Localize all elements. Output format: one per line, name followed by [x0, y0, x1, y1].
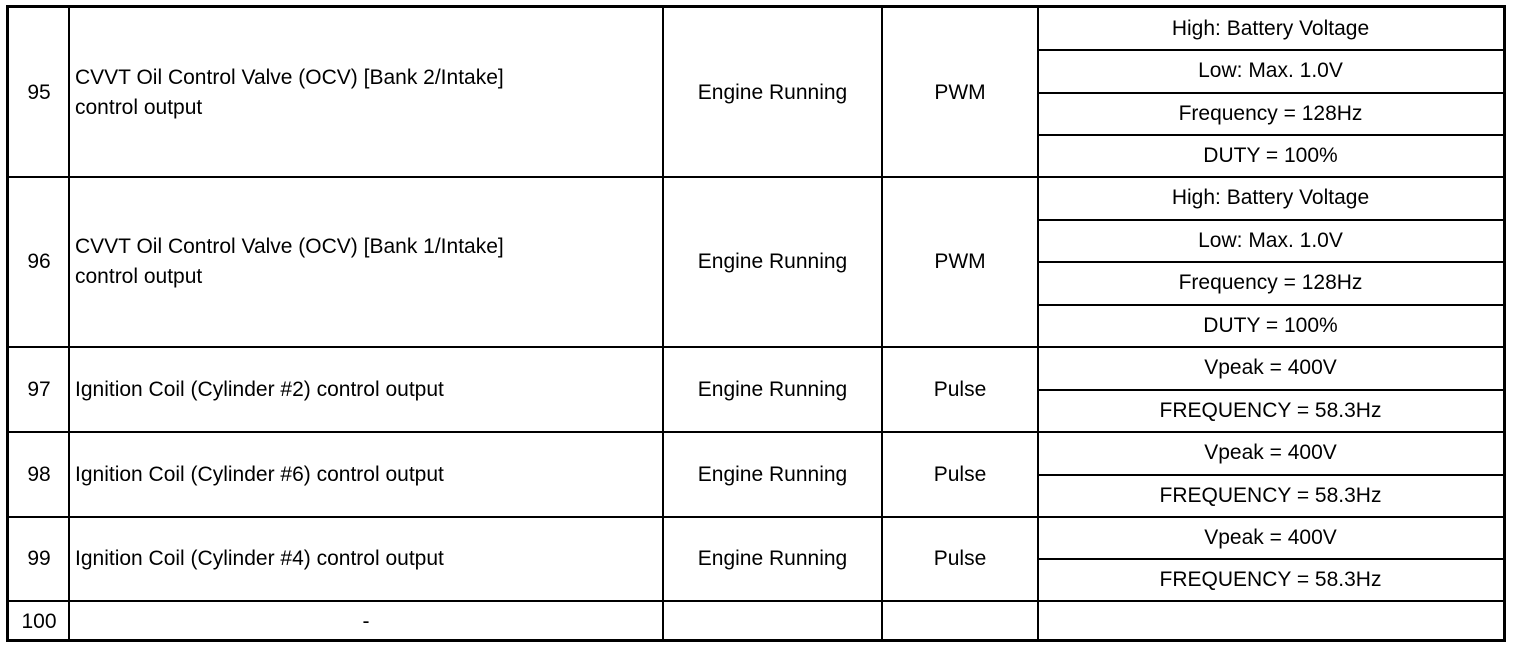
pin-number: 100: [21, 610, 57, 633]
signal-level: DUTY = 100%: [1203, 313, 1338, 337]
level-divider: [1038, 261, 1503, 263]
signal-level: [1038, 601, 1503, 643]
level-divider: [1038, 389, 1503, 391]
level-divider: [1038, 558, 1503, 560]
level-divider: [1038, 134, 1503, 136]
row-divider: [9, 176, 1503, 178]
pin-number: 95: [27, 80, 51, 104]
signal-level: Frequency = 128Hz: [1178, 271, 1363, 295]
pin-number: 97: [27, 377, 51, 401]
signal-type: Pulse: [933, 377, 987, 401]
pin-number: 98: [27, 462, 51, 486]
level-divider: [1038, 219, 1503, 221]
signal-level: Low: Max. 1.0V: [1198, 59, 1343, 83]
signal-description: Ignition Coil (Cylinder #6) control outp…: [75, 462, 444, 486]
signal-description: -: [362, 610, 370, 633]
signal-type: [882, 601, 1038, 643]
signal-type: Pulse: [933, 547, 987, 570]
row-divider: [9, 516, 1503, 518]
pin-number: 96: [27, 250, 51, 273]
column-divider: [1037, 8, 1039, 639]
signal-level: Vpeak = 400V: [1204, 441, 1337, 465]
row-divider: [9, 600, 1503, 602]
signal-level: High: Battery Voltage: [1171, 17, 1370, 41]
signal-type: Pulse: [933, 462, 987, 486]
signal-level: FREQUENCY = 58.3Hz: [1159, 483, 1382, 507]
pin-signal-table: 95 CVVT Oil Control Valve (OCV) [Bank 2/I…: [6, 5, 1506, 642]
signal-level: Low: Max. 1.0V: [1198, 228, 1343, 252]
signal-level: Frequency = 128Hz: [1178, 101, 1363, 125]
signal-level: High: Battery Voltage: [1171, 186, 1370, 210]
level-divider: [1038, 49, 1503, 51]
signal-level: FREQUENCY = 58.3Hz: [1159, 568, 1382, 591]
signal-level: Vpeak = 400V: [1204, 356, 1337, 380]
test-condition: [663, 601, 882, 643]
test-condition: Engine Running: [697, 250, 848, 273]
pin-number: 99: [27, 547, 51, 570]
column-divider: [881, 8, 883, 639]
test-condition: Engine Running: [697, 377, 848, 401]
level-divider: [1038, 474, 1503, 476]
row-divider: [9, 431, 1503, 433]
signal-level: DUTY = 100%: [1203, 143, 1338, 167]
test-condition: Engine Running: [697, 547, 848, 570]
level-divider: [1038, 304, 1503, 306]
row-divider: [9, 346, 1503, 348]
column-divider: [68, 8, 70, 639]
signal-type: PWM: [934, 250, 986, 273]
signal-description: CVVT Oil Control Valve (OCV) [Bank 1/Int…: [75, 235, 504, 288]
signal-description: Ignition Coil (Cylinder #2) control outp…: [75, 377, 444, 401]
column-divider: [662, 8, 664, 639]
signal-level: FREQUENCY = 58.3Hz: [1159, 398, 1382, 422]
test-condition: Engine Running: [697, 80, 848, 104]
signal-level: Vpeak = 400V: [1204, 526, 1337, 549]
signal-description: CVVT Oil Control Valve (OCV) [Bank 2/Int…: [75, 65, 504, 119]
test-condition: Engine Running: [697, 462, 848, 486]
level-divider: [1038, 92, 1503, 94]
signal-description: Ignition Coil (Cylinder #4) control outp…: [75, 547, 444, 570]
signal-type: PWM: [934, 80, 986, 104]
